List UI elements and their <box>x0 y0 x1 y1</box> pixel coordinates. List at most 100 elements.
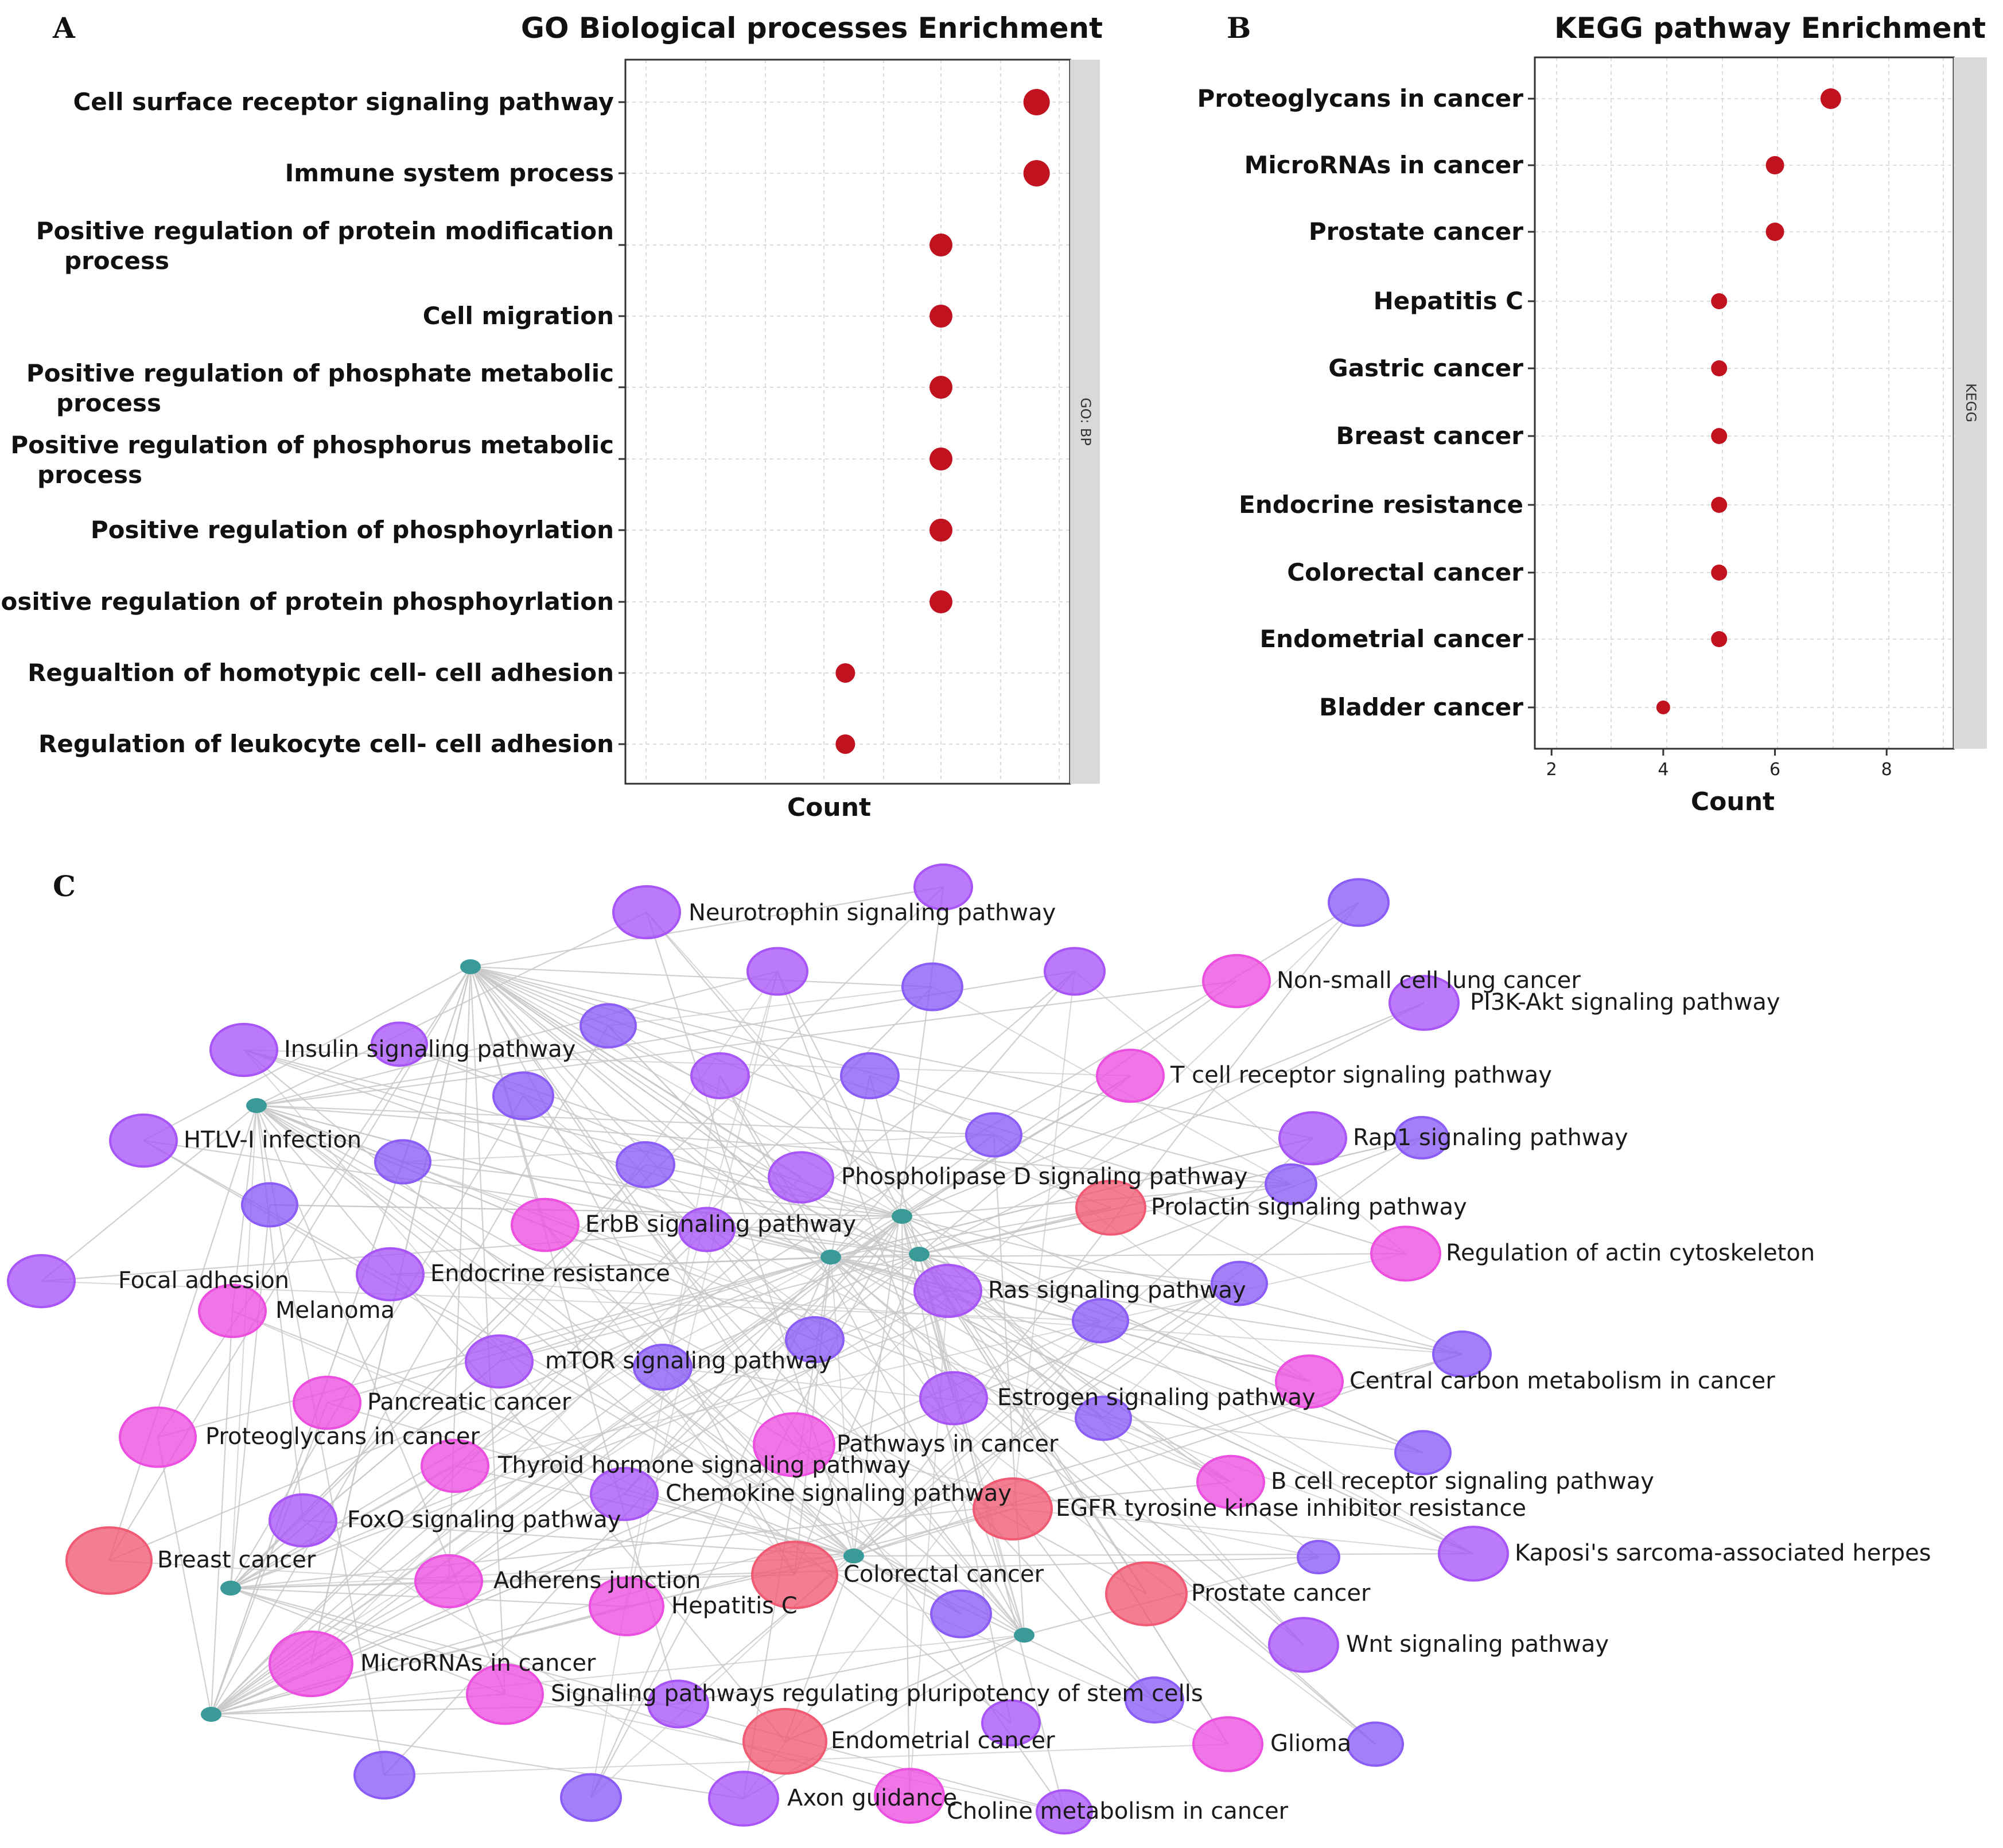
network-edge <box>326 1402 854 1557</box>
network-node <box>466 1663 544 1725</box>
network-edge <box>143 966 471 1141</box>
network-edge <box>919 1137 1422 1255</box>
network-edge <box>469 966 506 1695</box>
network-node <box>1105 1561 1188 1627</box>
network-node <box>874 1768 945 1824</box>
network-edge <box>608 986 933 1026</box>
network-edge <box>901 1215 1463 1355</box>
go-facet-strip <box>1070 60 1100 784</box>
category-label: Regulation of leukocyte cell- cell adhes… <box>38 730 614 758</box>
network-edge <box>470 886 944 968</box>
network-node <box>511 1197 579 1252</box>
network-edge <box>470 966 933 988</box>
network-edge <box>243 1049 854 1557</box>
network-node-label: Hepatitis C <box>671 1593 798 1619</box>
network-edge <box>256 1105 795 1445</box>
network-node-label: PI3K-Akt signaling pathway <box>1470 989 1780 1016</box>
network-hub-node <box>892 1209 912 1224</box>
category-label-line: Gastric cancer <box>1328 354 1523 382</box>
network-node <box>492 1071 554 1121</box>
network-node <box>753 1412 835 1477</box>
network-edge <box>590 1075 721 1798</box>
network-node <box>356 1247 425 1302</box>
network-node <box>1394 1116 1449 1160</box>
go-category-labels: Cell surface receptor signaling pathway I… <box>0 88 614 758</box>
network-node-label: Phospholipase D signaling pathway <box>841 1164 1248 1190</box>
category-label-line: Positive regulation of phosphorus metabo… <box>10 431 614 459</box>
network-node <box>1347 1721 1404 1767</box>
x-tick-label: 8 <box>1881 760 1892 780</box>
network-edge <box>211 1635 1025 1715</box>
category-label-line: Prostate cancer <box>1309 217 1523 246</box>
network-node <box>293 1375 361 1430</box>
network-edge <box>232 1310 854 1557</box>
network-node <box>109 1113 178 1168</box>
x-tick-label: 6 <box>1769 760 1780 780</box>
category-label-line: Endometrial cancer <box>1259 625 1523 653</box>
network-edge <box>230 1361 500 1589</box>
count-dot <box>835 663 855 683</box>
network-node <box>965 1112 1022 1158</box>
network-node <box>1328 878 1390 927</box>
network-node <box>65 1526 153 1595</box>
network-edge <box>830 1256 854 1557</box>
category-label-line: Positive regulation of phosphoyrlation <box>91 516 614 544</box>
network-node-label: Rap1 signaling pathway <box>1353 1125 1628 1151</box>
network-edge <box>211 1713 744 1800</box>
go-dots <box>835 89 1050 754</box>
network-edge <box>830 1256 1155 1701</box>
category-label-line: Immune system process <box>285 159 614 187</box>
network-edge <box>947 1290 1474 1554</box>
network-node <box>209 1022 278 1077</box>
network-node-label: EGFR tyrosine kinase inhibitor resistanc… <box>1056 1495 1526 1522</box>
network-edge <box>310 966 472 1664</box>
network-node <box>7 1254 76 1309</box>
network-node <box>1075 1395 1132 1441</box>
network-edge <box>230 1555 854 1589</box>
network-edge <box>1074 971 1406 1254</box>
network-node-label: Focal adhesion <box>118 1267 289 1294</box>
network-edge <box>947 1283 1240 1291</box>
network-node <box>414 1554 483 1609</box>
network-edge <box>255 1105 304 1521</box>
kegg-facet-strip <box>1954 57 1987 749</box>
count-dot <box>1820 88 1841 109</box>
category-label: Colorectal cancer <box>1287 558 1523 586</box>
network-node <box>1275 1354 1344 1409</box>
network-node <box>768 1151 834 1204</box>
category-label-line: Endocrine resistance <box>1239 491 1523 519</box>
network-node-label: B cell receptor signaling pathway <box>1271 1468 1654 1495</box>
network-node <box>751 1540 838 1609</box>
network-node <box>353 1750 415 1800</box>
category-label: Endometrial cancer <box>1259 625 1523 653</box>
count-dot <box>835 734 855 754</box>
kegg-grid <box>1535 57 1954 749</box>
network-edge <box>830 1256 1231 1483</box>
network-hub-node <box>246 1098 267 1113</box>
count-dot <box>929 305 952 328</box>
network-edge <box>230 1204 271 1589</box>
network-node-label: Adherens junction <box>493 1567 701 1594</box>
count-dot <box>1656 701 1670 714</box>
network-node <box>840 1052 900 1099</box>
category-label: MicroRNAs in cancer <box>1244 151 1524 179</box>
category-label: Proteoglycans in cancer <box>1197 84 1523 112</box>
network-edge <box>784 1634 1025 1742</box>
count-dot <box>1711 565 1728 581</box>
network-node-label: Central carbon metabolism in cancer <box>1349 1368 1775 1394</box>
network-edge <box>470 966 1304 1645</box>
category-label-line: process <box>64 247 169 275</box>
network-node <box>579 1003 637 1049</box>
network-node-label: Pathways in cancer <box>837 1431 1059 1457</box>
network-node <box>198 1283 267 1339</box>
category-label-line: process <box>37 461 142 489</box>
network-edge <box>269 1204 903 1217</box>
network-edge <box>706 1229 1231 1483</box>
category-label: Positive regulation of phosphate metabol… <box>26 359 614 417</box>
network-node-label: Breast cancer <box>157 1547 316 1573</box>
network-edge <box>302 1520 744 1799</box>
category-label-line: Positive regulation of protein phosphoyr… <box>0 588 614 616</box>
network-edge <box>310 1177 802 1664</box>
kegg-enrichment-chart: KEGG pathway Enrichment KEGG Proteoglyca… <box>1197 11 1987 816</box>
